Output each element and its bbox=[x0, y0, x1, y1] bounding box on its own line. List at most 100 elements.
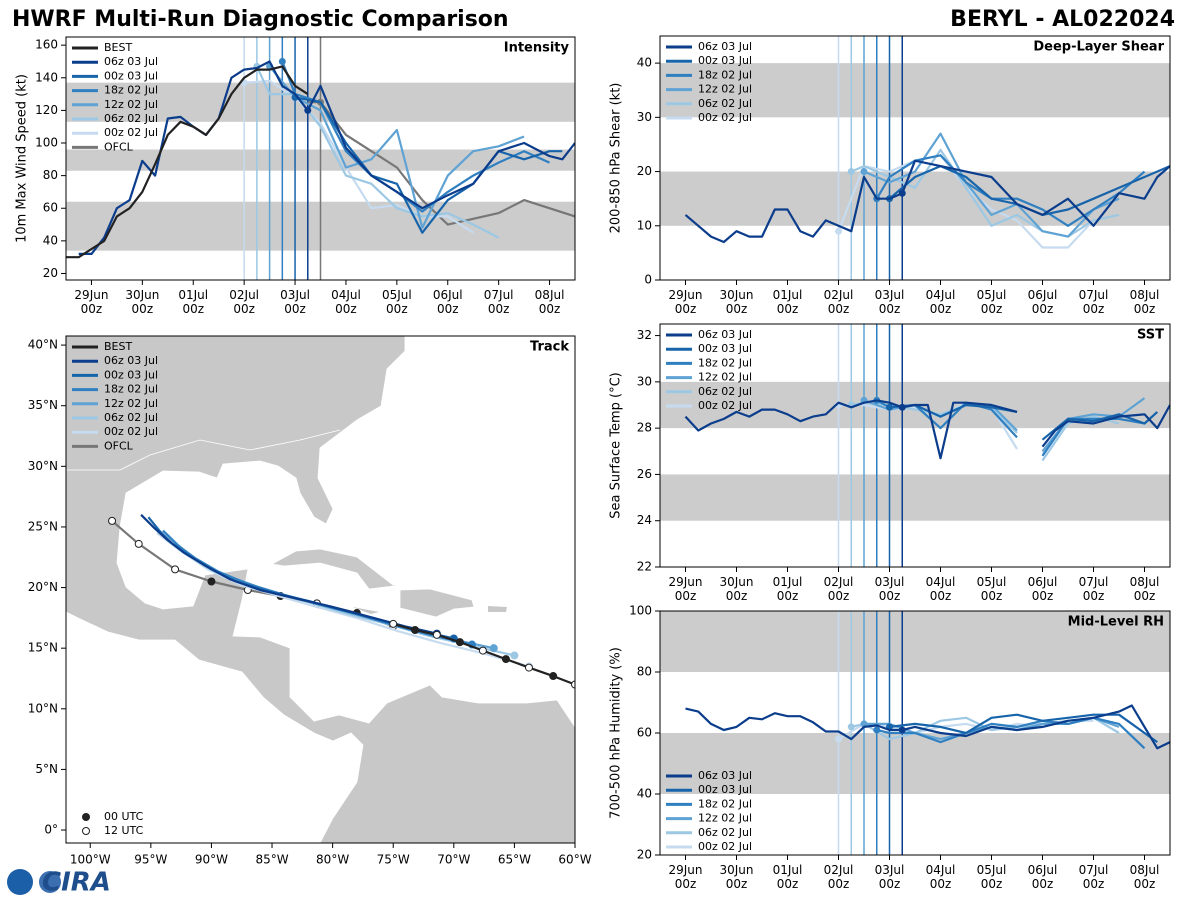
y-tick-label: 32 bbox=[637, 328, 652, 342]
y-tick-label: 140 bbox=[35, 70, 58, 84]
y-tick-label: 30°N bbox=[28, 459, 58, 473]
x-tick-label: 06Jul 00z bbox=[432, 288, 463, 316]
puerto-rico bbox=[488, 606, 507, 612]
start-point bbox=[489, 644, 498, 653]
plot-frame bbox=[65, 36, 576, 281]
x-tick-label: 07Jul 00z bbox=[1078, 863, 1109, 891]
x-tick-label: 95°W bbox=[134, 853, 167, 867]
y-tick-label: 60 bbox=[637, 726, 652, 740]
plot-area bbox=[66, 37, 575, 280]
legend-label: 18z 02 Jul bbox=[698, 356, 752, 369]
y-tick-label: 24 bbox=[637, 513, 652, 527]
legend-label: 00z 02 Jul bbox=[698, 399, 752, 412]
x-tick-label: 03Jul 00z bbox=[874, 288, 905, 316]
x-tick-label: 04Jul 00z bbox=[925, 575, 956, 603]
start-point bbox=[510, 651, 519, 660]
x-tick-label: 60°W bbox=[558, 853, 591, 867]
init-point bbox=[898, 726, 906, 734]
x-tick-label: 01Jul 00z bbox=[772, 288, 803, 316]
x-tick-label: 06Jul 00z bbox=[1027, 863, 1058, 891]
plot-frame bbox=[659, 610, 1171, 856]
mainland bbox=[66, 336, 575, 843]
x-tick-label: 02Jul 00z bbox=[229, 288, 260, 316]
legend-marker bbox=[82, 813, 90, 821]
y-tick-label: 10 bbox=[637, 218, 652, 232]
legend-label: 00z 03 Jul bbox=[698, 342, 752, 355]
legend-label: 06z 02 Jul bbox=[698, 385, 752, 398]
y-tick-label: 26 bbox=[637, 467, 652, 481]
y-tick-label: 120 bbox=[35, 103, 58, 117]
x-tick-label: 07Jul 00z bbox=[483, 288, 514, 316]
track-point bbox=[478, 646, 487, 655]
legend-label: 06z 03 Jul bbox=[698, 769, 752, 782]
y-tick-label: 80 bbox=[637, 665, 652, 679]
init-point bbox=[860, 168, 868, 176]
y-tick-label: 20°N bbox=[28, 580, 58, 594]
y-tick-label: 100 bbox=[629, 604, 652, 618]
init-point bbox=[278, 57, 286, 65]
x-tick-label: 29Jun 00z bbox=[668, 863, 703, 891]
legend-label: 18z 02 Jul bbox=[104, 84, 158, 97]
legend-label: 18z 02 Jul bbox=[698, 68, 752, 81]
x-tick-label: 06Jul 00z bbox=[1027, 575, 1058, 603]
storm-name: BERYL - AL022024 bbox=[950, 7, 1175, 32]
hispaniola bbox=[399, 588, 475, 618]
panel-label: Deep-Layer Shear bbox=[1033, 40, 1164, 55]
x-tick-label: 70°W bbox=[437, 853, 470, 867]
init-point bbox=[886, 403, 893, 411]
track-point bbox=[171, 565, 180, 574]
y-tick-label: 22 bbox=[637, 560, 652, 574]
legend-label: 06z 03 Jul bbox=[104, 354, 158, 367]
y-tick-label: 30 bbox=[637, 110, 652, 124]
series-line bbox=[140, 514, 438, 635]
series-line bbox=[876, 716, 1146, 750]
x-tick-label: 02Jul 00z bbox=[823, 863, 854, 891]
x-tick-label: 02Jul 00z bbox=[823, 575, 854, 603]
track-point bbox=[549, 672, 558, 681]
legend-label: 06z 02 Jul bbox=[104, 411, 158, 424]
legend-label: BEST bbox=[104, 41, 132, 54]
x-tick-label: 03Jul 00z bbox=[280, 288, 310, 316]
x-tick-label: 07Jul 00z bbox=[1078, 288, 1109, 316]
legend-label: 00z 03 Jul bbox=[104, 368, 158, 381]
series-line bbox=[875, 154, 1146, 227]
x-tick-label: 29Jun 00z bbox=[74, 288, 109, 316]
init-point bbox=[847, 723, 855, 731]
x-tick-label: 80°W bbox=[316, 853, 349, 867]
x-tick-label: 30Jun 00z bbox=[125, 288, 160, 316]
cira-logo: CIRA bbox=[7, 868, 111, 898]
x-tick-label: 06Jul 00z bbox=[1027, 288, 1058, 316]
init-point bbox=[898, 189, 906, 197]
init-point bbox=[304, 106, 312, 114]
legend-label: 06z 02 Jul bbox=[698, 826, 752, 839]
plot-frame bbox=[65, 335, 576, 844]
legend-label: BEST bbox=[104, 340, 132, 353]
init-point bbox=[835, 227, 842, 235]
legend-label: 06z 02 Jul bbox=[104, 112, 158, 125]
series-line bbox=[863, 132, 1120, 238]
series-line bbox=[156, 532, 530, 668]
legend-label: 00 UTC bbox=[104, 810, 144, 823]
track-point bbox=[134, 539, 143, 548]
x-tick-label: 01Jul 00z bbox=[772, 863, 803, 891]
x-tick-label: 05Jul 00z bbox=[381, 288, 412, 316]
track-point bbox=[501, 655, 510, 664]
init-point bbox=[873, 726, 881, 734]
series-line bbox=[684, 159, 1170, 244]
panel-label: Track bbox=[530, 340, 569, 355]
init-point bbox=[835, 735, 842, 743]
track-point bbox=[571, 680, 575, 689]
panel-label: Intensity bbox=[504, 41, 570, 56]
y-tick-label: 20 bbox=[43, 266, 58, 280]
x-tick-label: 100°W bbox=[70, 853, 111, 867]
x-tick-label: 30Jun 00z bbox=[719, 863, 754, 891]
series-line bbox=[255, 65, 500, 239]
panel-label: Mid-Level RH bbox=[1068, 615, 1164, 630]
x-tick-label: 01Jul 00z bbox=[772, 575, 803, 603]
y-tick-label: 35°N bbox=[28, 398, 58, 412]
plot-area bbox=[660, 324, 1170, 567]
y-tick-label: 60 bbox=[43, 201, 58, 215]
x-tick-label: 04Jul 00z bbox=[925, 288, 956, 316]
legend-label: 00z 02 Jul bbox=[104, 425, 158, 438]
